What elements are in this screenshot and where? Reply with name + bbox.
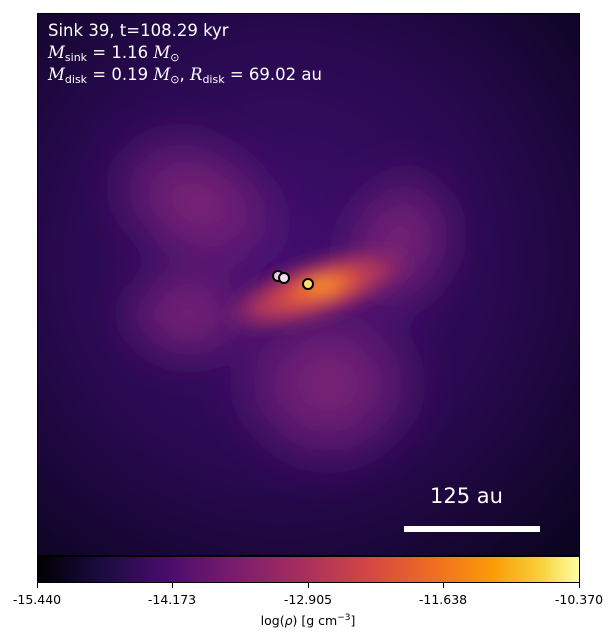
colorbar-tick (443, 583, 444, 588)
colorbar-label-prefix: log( (260, 613, 285, 629)
scale-bar-label: 125 au (430, 484, 503, 508)
disk-radius-value: 69.02 (248, 65, 297, 84)
colorbar-label: log(ρ) [g cm−3] (261, 613, 356, 628)
density-map: Sink 39, t=108.29 kyr Msink = 1.16 M⊙ Md… (37, 13, 580, 556)
colorbar-tick (308, 583, 309, 588)
colorbar-tick-label: -14.173 (147, 592, 197, 607)
sink-mass-value: 1.16 (111, 43, 149, 62)
disk-hotspot (283, 270, 363, 302)
envelope-lower (218, 284, 438, 484)
envelope-upper-left (94, 115, 302, 293)
sink-marker (302, 278, 314, 290)
envelope-left (108, 254, 268, 374)
colorbar-label-var: ρ (284, 613, 293, 629)
scale-bar (404, 526, 540, 532)
sink-mass-annotation: Msink = 1.16 M⊙ (48, 43, 180, 64)
colorbar-tick-label: -15.440 (12, 592, 62, 607)
sink-marker (278, 272, 290, 284)
disk-radius-unit: au (301, 65, 322, 84)
colorbar-tick (37, 583, 38, 588)
disk-mass-value: 0.19 (111, 65, 149, 84)
colorbar-label-mid: ) [g cm (292, 613, 338, 629)
title-annotation: Sink 39, t=108.29 kyr (48, 21, 229, 40)
colorbar-tick (172, 583, 173, 588)
colorbar-tick-label: -10.370 (554, 592, 604, 607)
colorbar-label-exp: −3 (337, 613, 351, 623)
colorbar (37, 556, 580, 583)
colorbar-tick (579, 583, 580, 588)
colorbar-tick-label: -12.905 (283, 592, 333, 607)
colorbar-label-end: ] (350, 613, 356, 629)
colorbar-tick-label: -11.638 (418, 592, 468, 607)
disk-annotation: Mdisk = 0.19 M⊙, Rdisk = 69.02 au (48, 65, 322, 86)
